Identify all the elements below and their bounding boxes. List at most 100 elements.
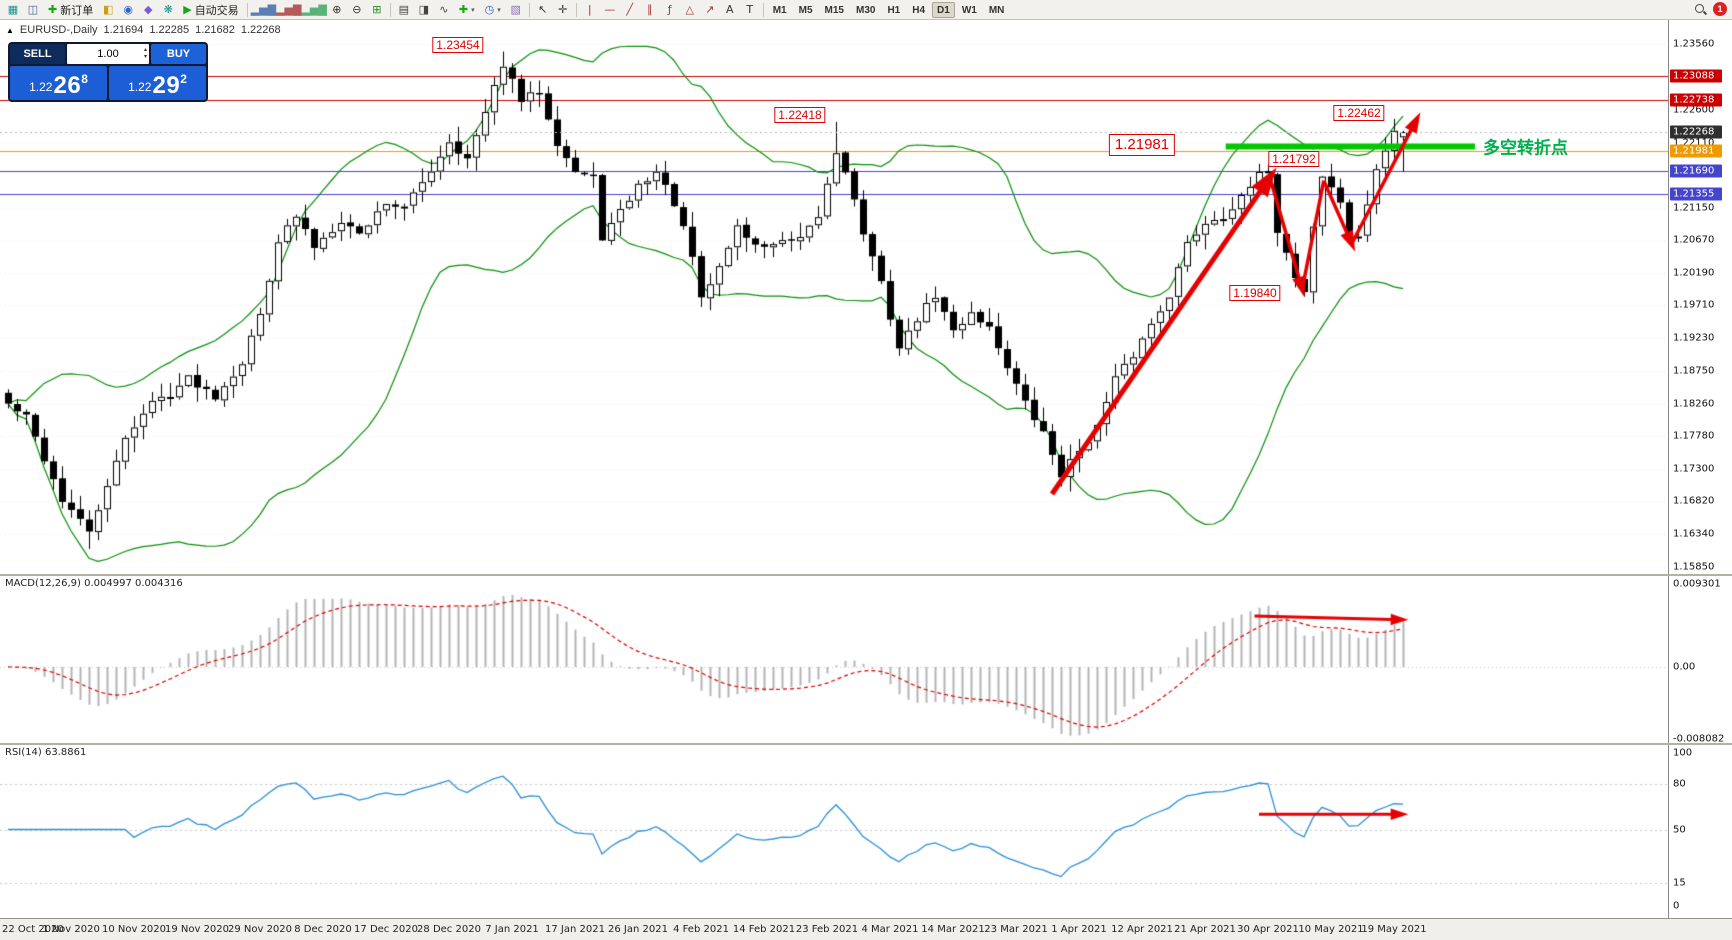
price-scale-tag: 1.21690: [1670, 164, 1722, 178]
text-icon[interactable]: A: [725, 3, 734, 16]
scale-label: 0: [1673, 900, 1680, 912]
scale-label: 1.16340: [1673, 528, 1715, 540]
volume-stepper[interactable]: ▴ ▾: [143, 47, 147, 60]
bar-chart-icon[interactable]: ▤: [398, 3, 410, 16]
timeframe-H4[interactable]: H4: [912, 4, 926, 16]
notification-badge[interactable]: 1: [1713, 2, 1727, 16]
toolbar-separator: [389, 2, 391, 17]
pane-splitter[interactable]: [0, 574, 1732, 576]
line-chart-icon[interactable]: ∿: [439, 3, 449, 16]
date-label: 19 Nov 2020: [164, 924, 230, 935]
price-scale-tag: 1.23088: [1670, 69, 1722, 83]
scale-label: 1.22110: [1673, 137, 1715, 149]
scale-label: 50: [1673, 824, 1686, 835]
timeframe-W1[interactable]: W1: [961, 4, 977, 16]
price-label[interactable]: 1.21981: [1108, 134, 1176, 157]
timeframe-M5[interactable]: M5: [798, 4, 813, 16]
price-scale-tag: 1.21355: [1670, 187, 1722, 201]
open-value: 1.21694: [103, 24, 144, 36]
toolbar-right: 1: [1694, 2, 1727, 16]
timeframe-MN[interactable]: MN: [988, 4, 1005, 16]
price-label[interactable]: 1.22462: [1333, 104, 1385, 121]
add-indicator-button[interactable]: ✚ ▾: [454, 1, 480, 19]
horizontal-line-icon[interactable]: —: [604, 3, 616, 16]
date-label: 10 May 2021: [1298, 924, 1364, 935]
collapse-arrow-icon[interactable]: ▲: [6, 25, 14, 35]
arrow-tool-icon[interactable]: ↗: [705, 3, 715, 16]
trendline-icon[interactable]: ╱: [626, 3, 634, 16]
price-label[interactable]: 1.23454: [432, 36, 484, 53]
channel-icon[interactable]: ∥: [646, 3, 653, 16]
shapes-icon[interactable]: △: [685, 3, 694, 16]
new-order-button-label: 新订单: [60, 4, 94, 17]
scale-label: 1.21150: [1673, 202, 1715, 214]
timeframe-M1[interactable]: M1: [772, 4, 787, 16]
sell-price-big: 26: [53, 72, 82, 99]
candlestick-chart-icon[interactable]: ◨: [418, 3, 430, 16]
scale-label: 15: [1673, 877, 1686, 889]
timeframe-H1[interactable]: H1: [887, 4, 901, 16]
scale-label: 1.23560: [1673, 38, 1715, 50]
time-axis[interactable]: 22 Oct 2020 1 Nov 2020 10 Nov 2020 19 Nov 2…: [0, 918, 1732, 940]
periods-button[interactable]: ◷ ▾: [480, 1, 506, 19]
date-label: 12 Apr 2021: [1111, 924, 1173, 935]
toolbar-separator: [246, 2, 248, 17]
autotrading-button[interactable]: ▶ 自动交易: [178, 1, 243, 19]
pane-splitter[interactable]: [0, 743, 1732, 745]
scale-label: 100: [1673, 747, 1693, 759]
new-chart-icon[interactable]: ▦: [7, 3, 19, 16]
buy-price-sup: 2: [180, 72, 187, 86]
volume-input[interactable]: 1.00 ▴ ▾: [67, 44, 149, 64]
crosshair-icon[interactable]: ✛: [558, 3, 568, 16]
scale-label: 1.22600: [1673, 104, 1715, 115]
scale-label: 80: [1673, 778, 1686, 790]
autotrading-button-icon: ▶: [183, 3, 192, 16]
new-order-button[interactable]: ✚ 新订单: [43, 1, 98, 19]
chart-shift-icon[interactable]: ▂▅▇: [301, 3, 327, 16]
buy-price-base: 1.22: [128, 80, 152, 94]
cursor-icon[interactable]: ↖: [538, 3, 548, 16]
date-label: 8 Dec 2020: [294, 924, 352, 935]
price-scale-tag: 1.22738: [1670, 93, 1722, 107]
vertical-line-icon[interactable]: |: [587, 3, 592, 16]
price-label[interactable]: 1.22418: [774, 106, 826, 123]
terminal-icon[interactable]: ❋: [163, 3, 173, 16]
date-label: 10 Nov 2020: [101, 924, 167, 935]
price-scale-tag: 1.21981: [1670, 144, 1722, 158]
buy-price-button[interactable]: 1.22 29 2: [109, 66, 206, 100]
data-window-icon[interactable]: ◉: [123, 3, 134, 16]
timeframe-D1[interactable]: D1: [932, 1, 955, 18]
date-label: 14 Mar 2021: [921, 924, 985, 935]
timeframe-M30[interactable]: M30: [855, 4, 876, 16]
auto-scroll-icon[interactable]: ▂▅▇: [276, 3, 302, 16]
market-watch-icon[interactable]: ◫: [27, 3, 39, 16]
price-label[interactable]: 1.21792: [1268, 151, 1320, 168]
timeframe-M15[interactable]: M15: [824, 4, 844, 16]
text-label-icon[interactable]: T: [746, 3, 754, 16]
buy-button[interactable]: BUY: [151, 44, 206, 64]
price-scale-tag: 1.22268: [1670, 125, 1722, 139]
zoom-out-icon[interactable]: ⊖: [352, 3, 362, 16]
price-label[interactable]: 1.19840: [1229, 284, 1281, 301]
scale-label: 1.15850: [1673, 561, 1715, 573]
price-scale[interactable]: 1.23560 1.22600 1.22110 1.21150 1.20670 1.201…: [1668, 20, 1732, 918]
rsi-indicator-label: RSI(14) 63.8861: [5, 747, 87, 758]
navigator-icon[interactable]: ◆: [143, 3, 153, 16]
indicators-icon[interactable]: ▂▅▇: [250, 3, 277, 16]
sell-button[interactable]: SELL: [10, 44, 65, 64]
zoom-in-icon[interactable]: ⊕: [332, 3, 342, 16]
turning-point-note[interactable]: 多空转折点: [1483, 138, 1568, 158]
fibonacci-icon[interactable]: ƒ: [667, 3, 672, 16]
charts-profile-icon[interactable]: ◧: [103, 3, 114, 16]
scale-label: 1.19710: [1673, 299, 1715, 311]
chart-ohlc-header: ▲ EURUSD-,Daily 1.21694 1.22285 1.21682 …: [6, 24, 281, 36]
grid-icon[interactable]: ⊞: [372, 3, 382, 16]
scale-label: -0.008082: [1673, 733, 1725, 745]
sell-price-button[interactable]: 1.22 26 8: [10, 66, 107, 100]
templates-icon[interactable]: ▧: [510, 3, 521, 16]
search-icon[interactable]: [1694, 3, 1707, 16]
scale-label: 1.19230: [1673, 332, 1715, 344]
periods-button-icon: ◷: [484, 3, 495, 16]
